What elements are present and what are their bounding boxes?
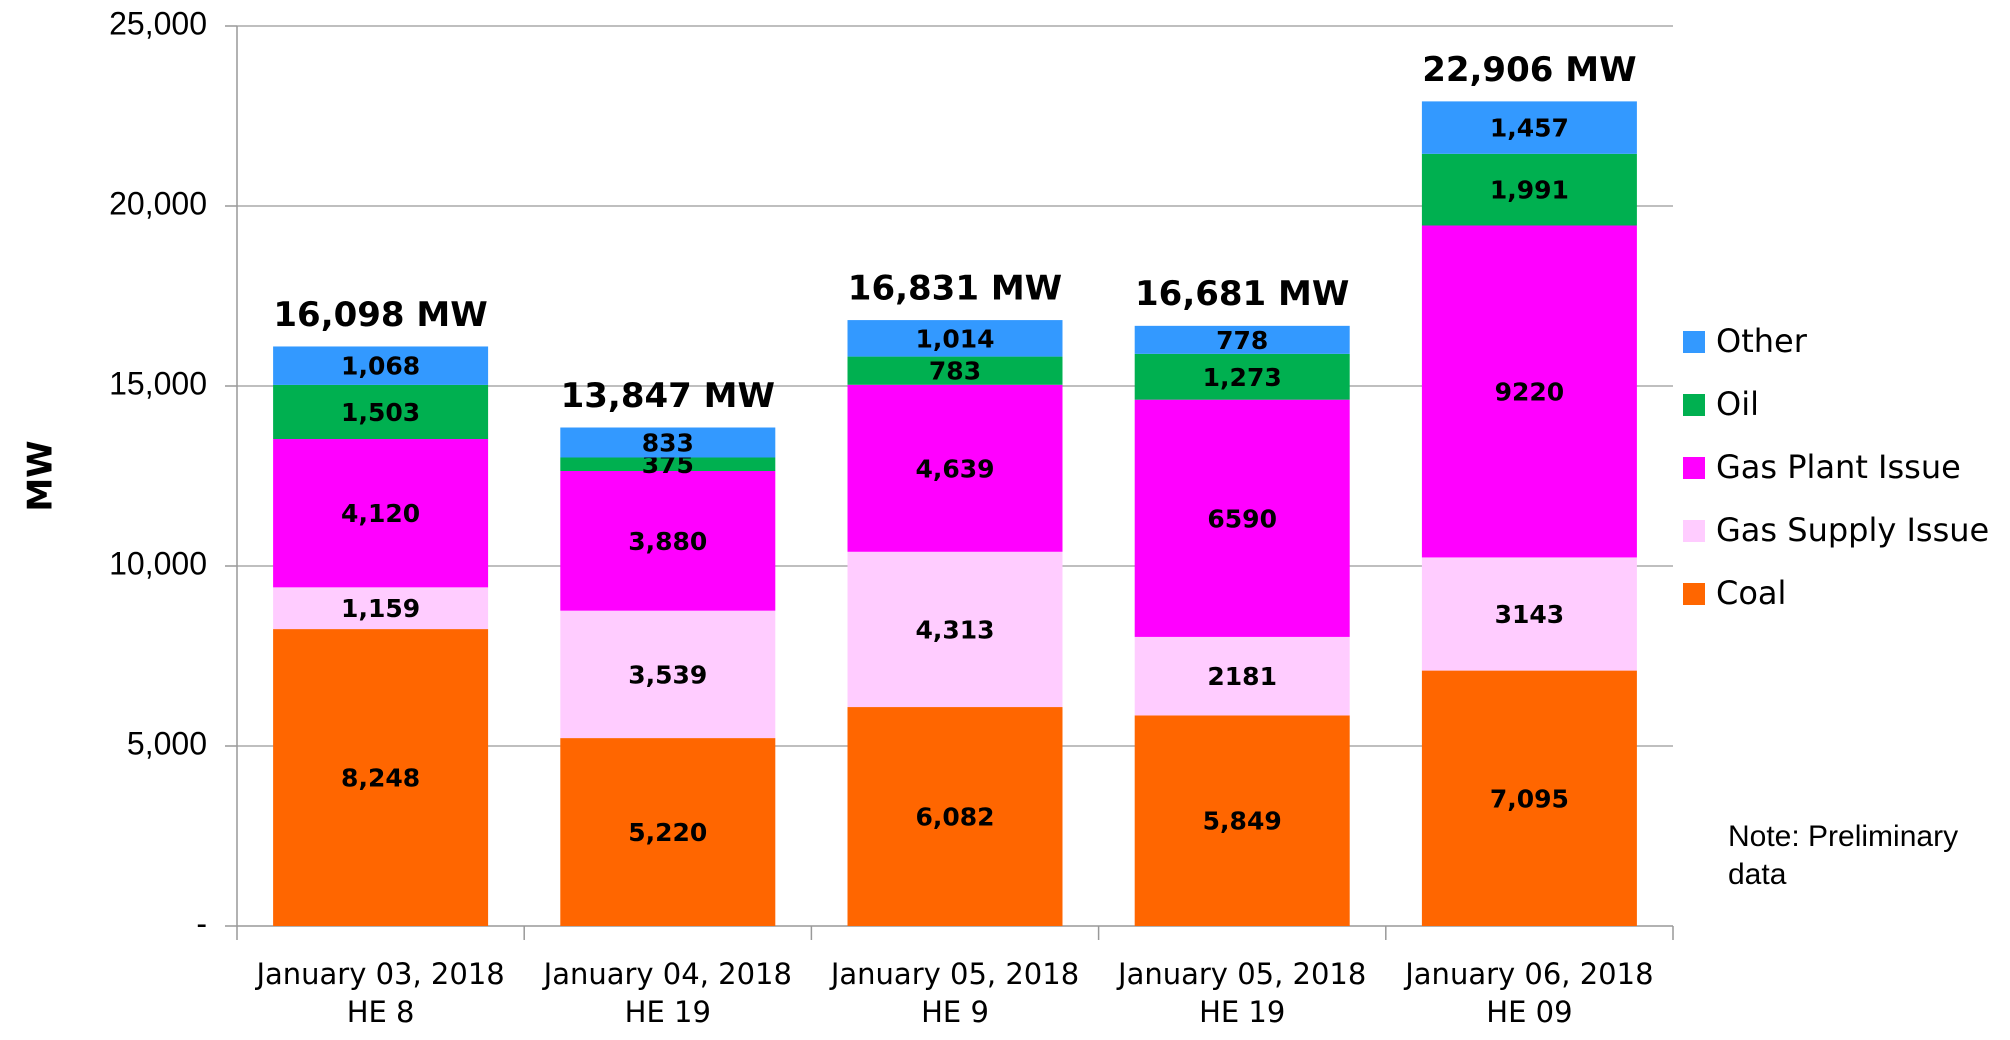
x-tick-label: HE 9: [921, 995, 989, 1029]
bar-segment: [560, 738, 776, 926]
bar-segment: [1134, 353, 1350, 400]
legend-label: Oil: [1716, 385, 1759, 423]
legend-label: Gas Supply Issue: [1716, 511, 1989, 549]
data-label: 1,991: [1490, 176, 1569, 205]
data-label: 833: [642, 429, 694, 458]
data-label: 783: [929, 357, 981, 386]
legend-label: Coal: [1716, 574, 1786, 612]
bar-segment: [560, 457, 776, 471]
bar-segment: [847, 320, 1063, 357]
bar-segment: [1134, 325, 1350, 354]
total-label: 16,831 MW: [848, 269, 1062, 309]
data-label: 3143: [1495, 600, 1565, 629]
x-tick-label: HE 19: [625, 995, 711, 1029]
x-tick-label: January 04, 2018: [542, 957, 792, 991]
y-tick-label: 5,000: [127, 725, 207, 761]
y-tick-label: 10,000: [109, 545, 207, 581]
bar-segment: [273, 629, 489, 926]
bar-segment: [1134, 715, 1350, 926]
data-label: 6,082: [915, 803, 994, 832]
bar-segment: [560, 427, 776, 458]
data-label: 3,880: [628, 527, 707, 556]
bar-segment: [1134, 636, 1350, 716]
data-label: 1,159: [341, 594, 420, 623]
bar-segment: [1134, 399, 1350, 637]
note: Note: Preliminary data: [1728, 820, 1959, 891]
x-tick-label: January 05, 2018: [1116, 957, 1366, 991]
data-label: 6590: [1207, 504, 1277, 533]
bar-segment: [560, 470, 776, 611]
bar-segment: [273, 346, 489, 385]
data-label: 1,457: [1490, 114, 1569, 143]
legend-swatch: [1683, 331, 1705, 353]
data-label: 1,068: [341, 352, 420, 381]
legend-swatch: [1683, 457, 1705, 479]
bar-segment: [847, 384, 1063, 552]
total-label: 22,906 MW: [1422, 50, 1636, 90]
data-label: 7,095: [1490, 784, 1569, 813]
legend-swatch: [1683, 520, 1705, 542]
data-label: 5,849: [1203, 807, 1282, 836]
y-tick-label: 15,000: [109, 365, 207, 401]
y-tick-label: 20,000: [109, 185, 207, 221]
data-label: 8,248: [341, 764, 420, 793]
bar-segment: [273, 384, 489, 440]
bar-segment: [1421, 225, 1637, 558]
total-label: 16,098 MW: [273, 295, 487, 335]
bar-segment: [847, 707, 1063, 926]
x-tick-label: HE 09: [1486, 995, 1572, 1029]
bar-segment: [273, 587, 489, 630]
data-label: 1,273: [1203, 363, 1282, 392]
data-label: 9220: [1495, 377, 1565, 406]
x-tick-label: HE 19: [1199, 995, 1285, 1029]
data-label: 4,639: [915, 454, 994, 483]
y-tick-label: 25,000: [109, 5, 207, 41]
total-label: 16,681 MW: [1135, 274, 1349, 314]
data-label: 4,120: [341, 499, 420, 528]
total-label: 13,847 MW: [561, 376, 775, 416]
legend-swatch: [1683, 583, 1705, 605]
data-label: 5,220: [628, 818, 707, 847]
x-tick-label: January 05, 2018: [829, 957, 1079, 991]
data-label: 4,313: [915, 615, 994, 644]
bar-segment: [1421, 101, 1637, 154]
legend-label: Gas Plant Issue: [1716, 448, 1961, 486]
legend-label: Other: [1716, 322, 1808, 360]
x-tick-label: HE 8: [347, 995, 415, 1029]
data-label: 778: [1216, 326, 1268, 355]
y-tick-label: -: [196, 905, 207, 941]
data-label: 1,014: [915, 324, 994, 353]
bar-segment: [1421, 557, 1637, 671]
bar-segment: [847, 551, 1063, 708]
data-label: 3,539: [628, 660, 707, 689]
x-tick-label: January 03, 2018: [254, 957, 504, 991]
bar-segment: [560, 610, 776, 739]
legend-swatch: [1683, 394, 1705, 416]
bar-segment: [1421, 670, 1637, 926]
bar-segment: [847, 356, 1063, 385]
x-tick-label: January 06, 2018: [1403, 957, 1653, 991]
data-label: 2181: [1207, 662, 1277, 691]
bar-segment: [273, 439, 489, 588]
y-axis-label: MW: [21, 440, 61, 511]
data-label: 1,503: [341, 398, 420, 427]
bar-segment: [1421, 153, 1637, 226]
